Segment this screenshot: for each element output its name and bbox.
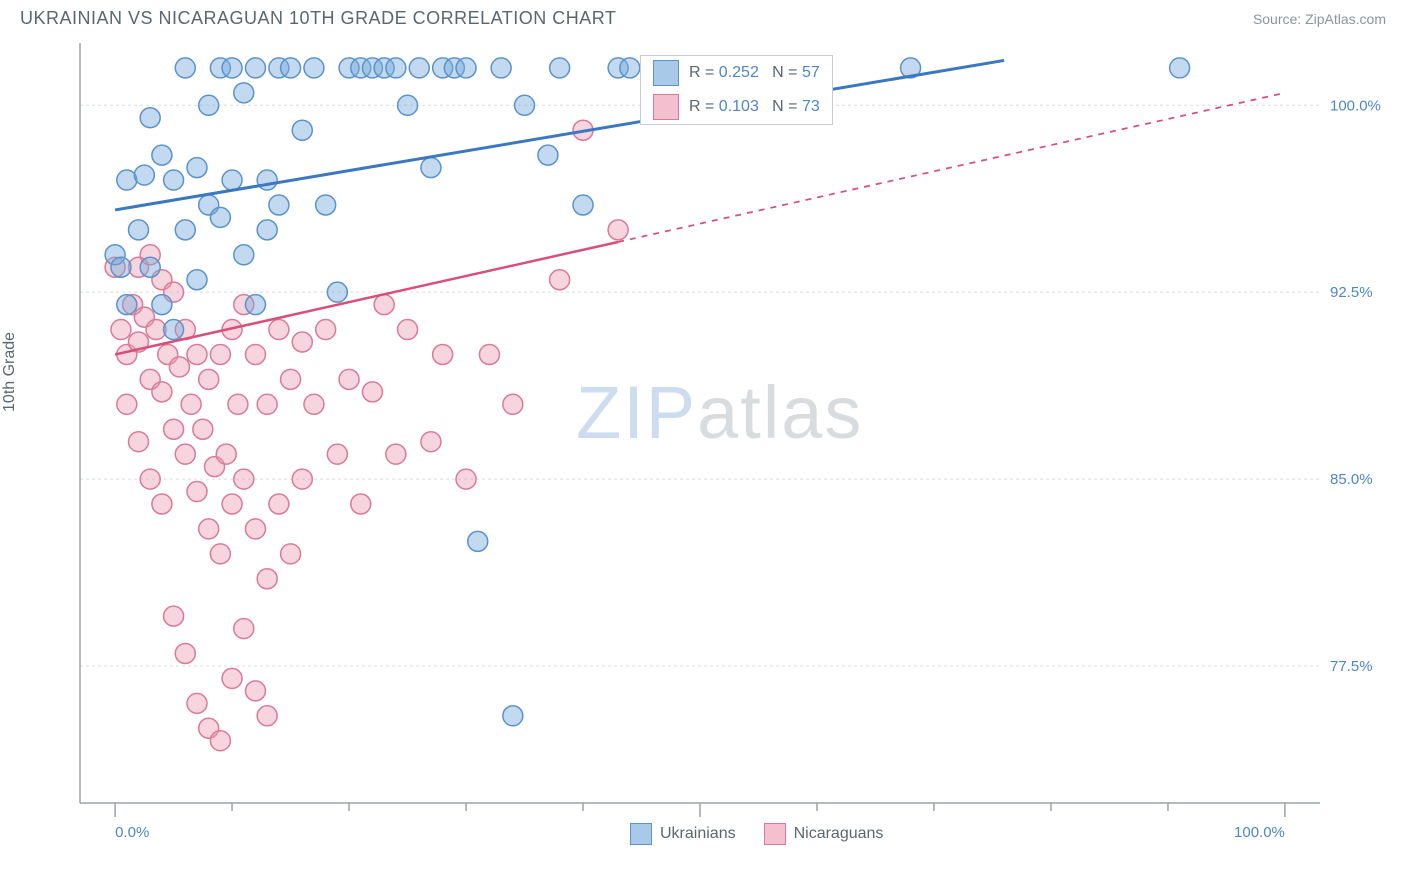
series-legend-item: Ukrainians bbox=[630, 823, 736, 845]
series-legend: Ukrainians Nicaraguans bbox=[630, 823, 883, 845]
svg-text:100.0%: 100.0% bbox=[1234, 824, 1285, 841]
chart-header: UKRAINIAN VS NICARAGUAN 10TH GRADE CORRE… bbox=[0, 0, 1406, 33]
legend-swatch-icon bbox=[653, 94, 679, 120]
y-axis-label: 10th Grade bbox=[1, 332, 19, 412]
series-legend-label: Nicaraguans bbox=[794, 825, 884, 843]
stats-legend: R = 0.252 N = 57 R = 0.103 N = 73 bbox=[640, 55, 833, 125]
legend-swatch-icon bbox=[764, 823, 786, 845]
stats-legend-row: R = 0.252 N = 57 bbox=[641, 56, 832, 90]
legend-stat-text: R = 0.252 N = 57 bbox=[689, 64, 820, 82]
svg-text:0.0%: 0.0% bbox=[115, 824, 149, 841]
scatter-chart: 100.0% 92.5% 85.0% 77.5% 0.0% 100.0% bbox=[20, 33, 1390, 853]
svg-text:77.5%: 77.5% bbox=[1330, 658, 1373, 675]
legend-swatch-icon bbox=[630, 823, 652, 845]
svg-text:92.5%: 92.5% bbox=[1330, 284, 1373, 301]
chart-container: 10th Grade 100.0%92.5%85.0%77.5%0.0%100.… bbox=[20, 33, 1386, 853]
legend-swatch-icon bbox=[653, 60, 679, 86]
svg-text:100.0%: 100.0% bbox=[1330, 97, 1381, 114]
legend-stat-text: R = 0.103 N = 73 bbox=[689, 98, 820, 116]
series-legend-item: Nicaraguans bbox=[764, 823, 884, 845]
series-legend-label: Ukrainians bbox=[660, 825, 736, 843]
chart-title: UKRAINIAN VS NICARAGUAN 10TH GRADE CORRE… bbox=[20, 8, 616, 29]
svg-text:85.0%: 85.0% bbox=[1330, 471, 1373, 488]
chart-source: Source: ZipAtlas.com bbox=[1253, 11, 1386, 27]
stats-legend-row: R = 0.103 N = 73 bbox=[641, 90, 832, 124]
